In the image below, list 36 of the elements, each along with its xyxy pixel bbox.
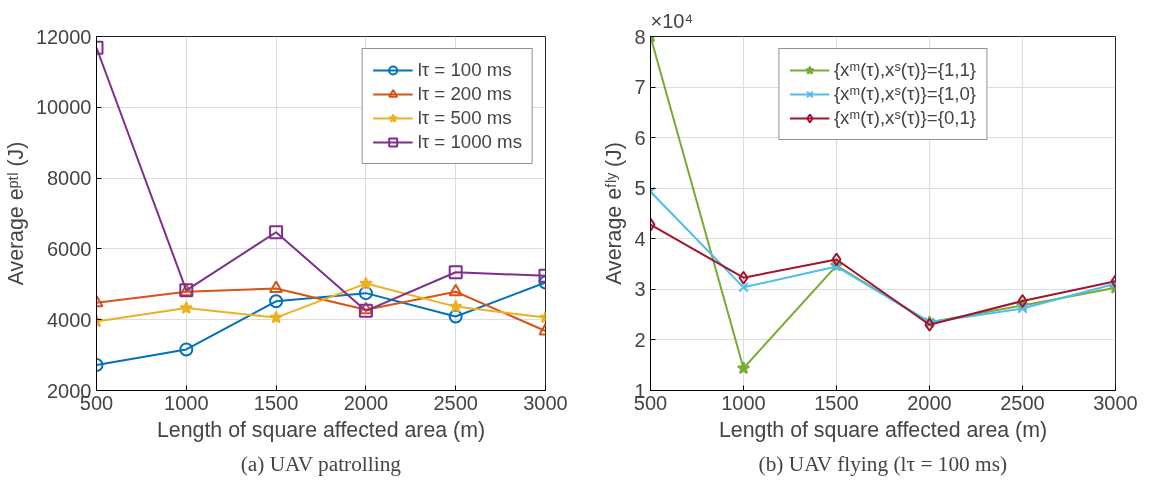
y-tick-label: 4: [634, 227, 646, 250]
legend-label: {xᵐ(τ),xˢ(τ)}={1,1}: [833, 59, 977, 81]
x-tick-label: 2500: [1000, 391, 1045, 414]
x-tick-label: 1000: [721, 391, 766, 414]
x-tick-label: 3000: [523, 391, 568, 414]
legend-label: {xᵐ(τ),xˢ(τ)}={1,0}: [833, 83, 977, 105]
x-axis-title: Length of square affected area (m): [718, 417, 1048, 442]
y-tick-label: 6: [634, 126, 646, 149]
y-tick-label: 6000: [47, 237, 92, 260]
x-tick-label: 3000: [1093, 391, 1138, 414]
x-axis-title: Length of square affected area (m): [156, 417, 486, 442]
y-tick-label: 10000: [35, 96, 92, 119]
y-tick-label: 4000: [47, 308, 92, 331]
text: (a) UAV patrolling: [240, 451, 402, 476]
y-tick-label: 12000: [35, 25, 92, 48]
legend-label: lτ = 500 ms: [417, 107, 512, 129]
legend-label: lτ = 100 ms: [417, 59, 512, 81]
legend-label: {xᵐ(τ),xˢ(τ)}={0,1}: [833, 107, 977, 129]
legend-label: lτ = 1000 ms: [417, 131, 522, 153]
text: (b) UAV flying (lτ = 100 ms): [758, 451, 1008, 476]
legend-label: lτ = 200 ms: [417, 83, 512, 105]
x-tick-label: 1500: [253, 391, 299, 414]
y-tick-label: 7: [634, 76, 646, 99]
y-tick-label: 8000: [47, 167, 92, 190]
y-tick-label: 8: [634, 25, 646, 48]
x-tick-label: 1500: [814, 391, 859, 414]
y-axis-title: Average eᵖᵗˡ (J): [3, 141, 28, 286]
y-tick-label: 3: [634, 278, 646, 301]
x-tick-label: 1000: [164, 391, 209, 414]
x-tick-label: 2500: [433, 391, 478, 414]
x-tick-label: 2000: [343, 391, 389, 414]
y-tick-label: 2: [634, 328, 646, 351]
x-tick-label: 2000: [907, 391, 952, 414]
y-tick-label: 5: [634, 177, 646, 200]
text: ×10⁴: [650, 9, 694, 32]
y-axis-title: Average eᶠˡʸ (J): [602, 142, 627, 285]
